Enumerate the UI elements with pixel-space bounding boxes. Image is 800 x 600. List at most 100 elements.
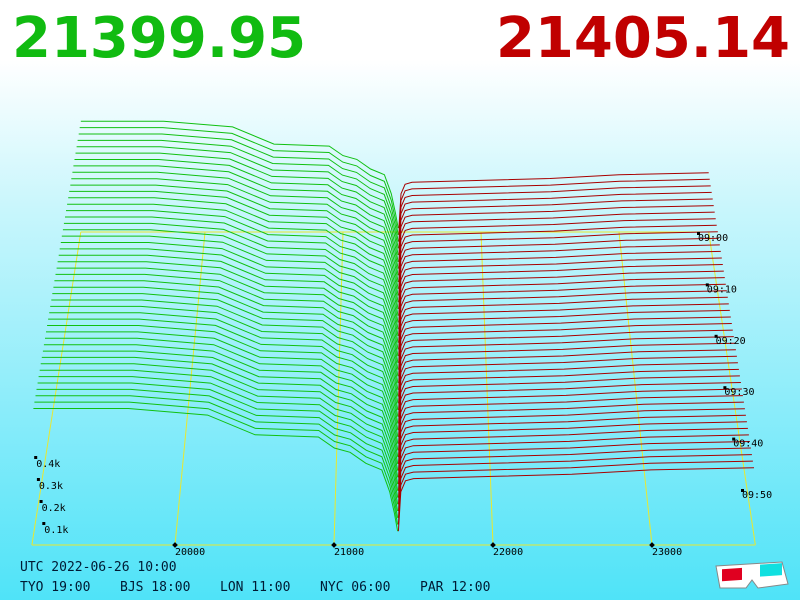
x-tick-mark (172, 542, 178, 548)
grid-line (174, 231, 206, 546)
bid-depth-line (59, 248, 399, 363)
ask-depth-line (398, 441, 750, 505)
ask-depth-line (398, 296, 728, 357)
bid-depth-line (69, 190, 399, 303)
z-tick-mark (34, 456, 38, 459)
z-tick-label: 0.3k (39, 481, 63, 492)
ask-price: 21405.14 (495, 6, 790, 71)
ask-depth-line (398, 368, 739, 431)
ask-depth-line (398, 454, 752, 518)
ask-depth-line (398, 218, 716, 276)
bid-depth-line (55, 273, 399, 390)
z-tick-mark (36, 478, 40, 481)
bid-depth-line (73, 165, 399, 276)
ask-depth-line (398, 211, 715, 269)
ask-depth-line (398, 277, 725, 336)
ask-depth-line (397, 467, 755, 532)
ask-depth-line (398, 309, 730, 370)
ask-depth-line (398, 434, 749, 498)
ask-depth-line (398, 185, 711, 242)
bid-depth-line (56, 267, 399, 384)
bid-depth-line (48, 318, 399, 437)
time-label: 09:30 (724, 387, 754, 398)
x-tick-label: 20000 (175, 547, 205, 558)
x-tick-mark (649, 542, 655, 548)
bid-depth-line (79, 127, 399, 235)
ask-depth-line (398, 257, 722, 316)
bid-depth-line (35, 395, 399, 518)
zone-time: PAR 12:00 (420, 580, 491, 595)
time-label: 09:40 (733, 439, 763, 450)
bid-depth-line (36, 388, 399, 512)
time-label: 09:20 (716, 336, 746, 347)
bid-depth-line (72, 171, 399, 283)
ask-depth-line (398, 323, 732, 384)
bid-depth-line (53, 286, 399, 404)
ask-depth-line (398, 224, 717, 283)
bid-depth-line (74, 159, 399, 269)
bid-depth-line (63, 222, 399, 336)
bid-depth-line (39, 369, 399, 491)
ask-depth-line (398, 205, 714, 262)
ask-depth-line (398, 336, 734, 397)
bid-depth-line (65, 216, 399, 330)
bid-depth-line (51, 299, 399, 417)
bid-depth-line (46, 331, 399, 451)
ask-depth-line (398, 191, 712, 249)
ask-depth-line (398, 355, 737, 417)
ask-depth-line (398, 382, 741, 444)
ask-depth-line (398, 414, 746, 478)
grid-line (333, 231, 344, 546)
x-tick-label: 22000 (493, 547, 523, 558)
ask-depth-line (398, 303, 729, 363)
z-tick-label: 0.4k (36, 459, 60, 470)
ask-depth-line (398, 329, 733, 390)
x-tick-mark (331, 542, 337, 548)
bid-depth-line (33, 408, 399, 532)
time-tick-mark (723, 386, 727, 390)
zone-time: LON 11:00 (220, 580, 291, 595)
ask-depth-line (398, 244, 720, 303)
ask-depth-line (398, 237, 719, 296)
bid-depth-line (60, 242, 399, 357)
ask-depth-line (398, 172, 709, 229)
ask-depth-line (398, 447, 751, 512)
ask-depth-line (398, 421, 747, 485)
bid-depth-line (62, 229, 399, 343)
bid-depth-line (75, 152, 399, 262)
ask-depth-line (398, 316, 731, 377)
bid-depth-line (42, 350, 399, 471)
bid-depth-line (66, 210, 399, 323)
bid-depth-line (45, 337, 399, 458)
ask-depth-line (397, 460, 753, 525)
bid-depth-line (34, 401, 399, 525)
bid-depth-line (71, 178, 399, 289)
time-label: 09:50 (742, 490, 772, 501)
bid-depth-line (76, 146, 399, 256)
z-tick-mark (42, 522, 46, 525)
z-tick-mark (39, 500, 43, 503)
bid-depth-line (50, 305, 399, 424)
bid-depth-line (40, 363, 399, 485)
ask-depth-line (398, 198, 713, 256)
ask-depth-line (398, 388, 742, 451)
zone-time: BJS 18:00 (120, 580, 191, 595)
grid-line (618, 231, 653, 546)
ask-depth-line (398, 427, 748, 491)
3d-glasses-icon[interactable] (712, 558, 792, 598)
bid-depth-line (80, 120, 399, 229)
zone-time: NYC 06:00 (320, 580, 391, 595)
bid-depth-line (61, 235, 399, 350)
grid-line (480, 231, 494, 546)
x-tick-label: 21000 (334, 547, 364, 558)
time-label: 09:00 (698, 233, 728, 244)
bid-depth-line (58, 254, 399, 370)
ask-depth-line (398, 283, 726, 343)
z-tick-label: 0.2k (42, 503, 66, 514)
z-tick-label: 0.1k (44, 525, 68, 536)
ask-depth-line (398, 349, 736, 411)
bid-depth-line (57, 261, 399, 377)
time-label: 09:10 (707, 284, 737, 295)
ask-depth-line (398, 264, 723, 323)
